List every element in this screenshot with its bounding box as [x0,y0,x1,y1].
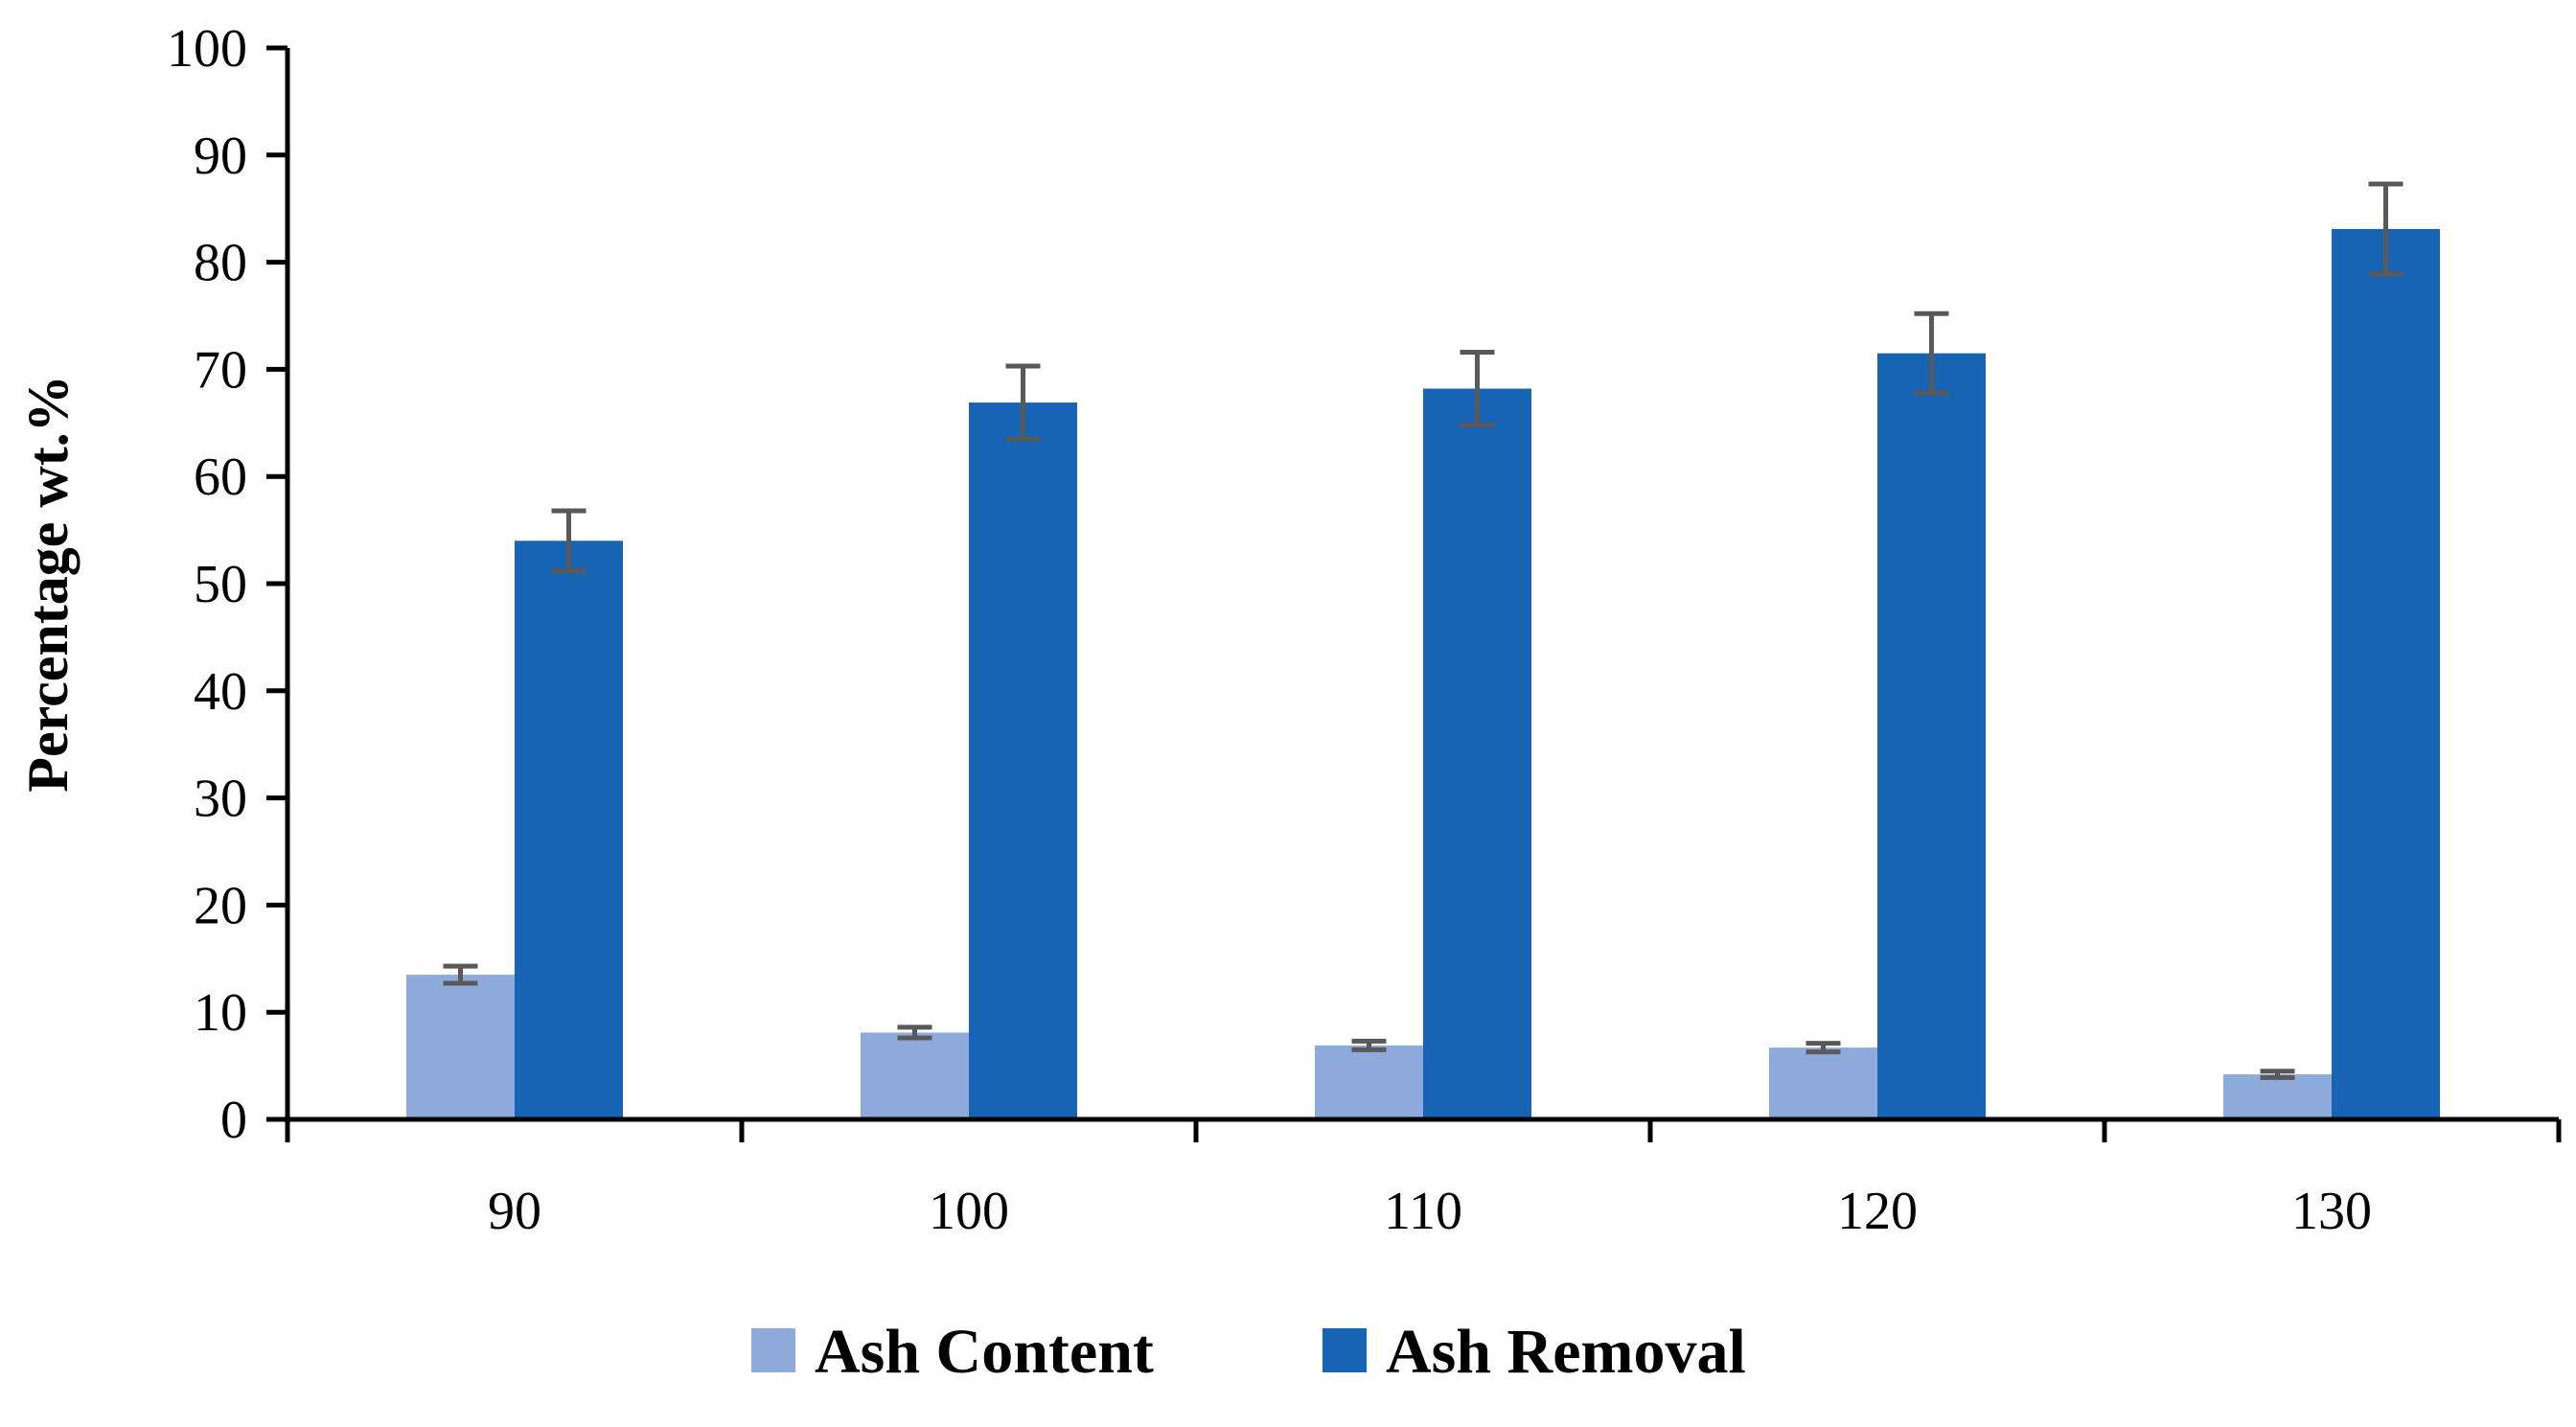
x-tick-label-90: 90 [488,1182,541,1241]
bar-ash-removal-120 [1877,353,1986,1119]
y-tick-label-0: 0 [220,1091,247,1150]
legend-swatch [751,1328,795,1372]
error-bar-ash-removal-90 [551,508,586,574]
bar-ash-content-120 [1769,1047,1877,1119]
bar-ash-content-90 [406,975,515,1119]
y-tick-label-60: 60 [194,448,247,507]
error-bar-ash-content-110 [1351,1038,1387,1052]
bar-ash-removal-110 [1423,388,1531,1119]
bar-ash-content-110 [1315,1045,1423,1119]
y-tick-label-70: 70 [194,340,247,400]
error-bar-ash-content-130 [2260,1069,2295,1080]
y-tick-label-90: 90 [194,127,247,186]
bar-ash-removal-130 [2332,228,2440,1119]
x-tick-label-110: 110 [1384,1182,1462,1241]
bars-layer [406,228,2440,1120]
bar-ash-content-130 [2223,1074,2332,1119]
error-bar-ash-content-100 [897,1024,932,1041]
error-bar-ash-removal-120 [1914,311,1949,396]
bar-ash-removal-90 [515,541,623,1119]
legend-item-ash-content: Ash Content [751,1317,1154,1387]
error-bar-ash-removal-110 [1460,350,1495,428]
x-tick-label-100: 100 [929,1182,1009,1241]
y-tick-label-40: 40 [194,662,247,722]
y-axis-title: Percentage wt.% [16,375,80,792]
error-bar-ash-removal-100 [1005,363,1041,442]
bar-ash-content-100 [861,1032,969,1119]
y-tick-label-80: 80 [194,234,247,293]
error-bar-ash-content-90 [443,963,478,986]
y-tick-label-30: 30 [194,770,247,829]
bar-ash-removal-100 [969,403,1077,1120]
legend-item-ash-removal: Ash Removal [1322,1317,1746,1387]
legend-label: Ash Content [815,1317,1154,1387]
error-bar-ash-content-120 [1806,1041,1841,1055]
axes-layer [266,45,2562,1142]
error-bar-ash-removal-130 [2368,181,2404,277]
y-tick-label-10: 10 [194,983,247,1043]
x-tick-label-120: 120 [1837,1182,1918,1241]
error-bars-layer [443,181,2404,1080]
legend-swatch [1322,1328,1367,1372]
tick-labels-layer: 0 10 20 30 40 50 60 70 80 90 100 90 100 110 120 130 [167,19,2372,1241]
legend-label: Ash Removal [1386,1317,1746,1387]
y-tick-label-100: 100 [167,19,247,79]
x-tick-label-130: 130 [2291,1182,2372,1241]
y-tick-label-20: 20 [194,876,247,935]
y-tick-label-50: 50 [194,555,247,614]
legend: Ash Content Ash Removal [751,1317,1746,1387]
